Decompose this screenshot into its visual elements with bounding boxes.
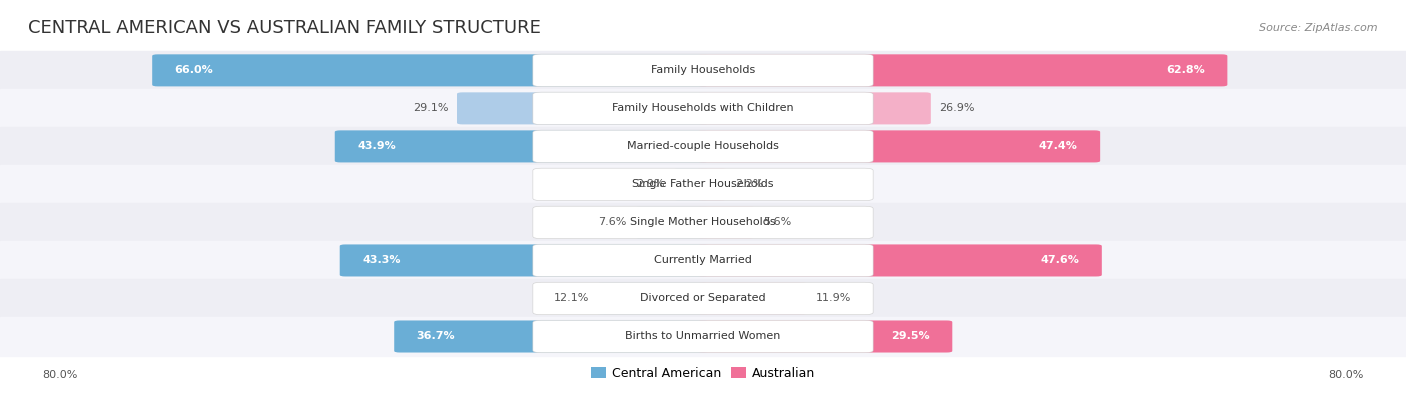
Text: Married-couple Households: Married-couple Households [627,141,779,151]
Text: CENTRAL AMERICAN VS AUSTRALIAN FAMILY STRUCTURE: CENTRAL AMERICAN VS AUSTRALIAN FAMILY ST… [28,19,541,37]
Text: Single Mother Households: Single Mother Households [630,217,776,228]
Text: Family Households: Family Households [651,65,755,75]
FancyBboxPatch shape [533,92,873,124]
FancyBboxPatch shape [697,130,1099,162]
FancyBboxPatch shape [697,245,1102,276]
FancyBboxPatch shape [394,320,709,352]
FancyBboxPatch shape [533,206,873,239]
FancyBboxPatch shape [697,282,807,314]
Text: Divorced or Separated: Divorced or Separated [640,293,766,303]
Text: 2.9%: 2.9% [637,179,665,190]
Bar [0,51,1406,89]
FancyBboxPatch shape [335,130,709,162]
Text: 36.7%: 36.7% [416,331,456,342]
FancyBboxPatch shape [533,130,873,163]
Text: 47.4%: 47.4% [1039,141,1077,151]
FancyBboxPatch shape [697,55,1227,87]
FancyBboxPatch shape [697,207,755,239]
Text: 43.9%: 43.9% [357,141,396,151]
Text: 80.0%: 80.0% [42,370,77,380]
FancyBboxPatch shape [533,244,873,276]
Text: Currently Married: Currently Married [654,256,752,265]
FancyBboxPatch shape [533,168,873,201]
Text: Family Households with Children: Family Households with Children [612,103,794,113]
Text: Single Father Households: Single Father Households [633,179,773,190]
Text: 29.1%: 29.1% [413,103,449,113]
Text: 62.8%: 62.8% [1166,65,1205,75]
FancyBboxPatch shape [533,54,873,87]
Bar [0,203,1406,241]
FancyBboxPatch shape [673,168,709,200]
Bar [0,166,1406,203]
Text: 5.6%: 5.6% [763,217,792,228]
Text: 7.6%: 7.6% [598,217,626,228]
FancyBboxPatch shape [533,320,873,353]
FancyBboxPatch shape [697,168,727,200]
Text: 12.1%: 12.1% [554,293,589,303]
FancyBboxPatch shape [697,92,931,124]
FancyBboxPatch shape [457,92,709,124]
Bar [0,89,1406,127]
FancyBboxPatch shape [152,55,709,87]
Text: 43.3%: 43.3% [363,256,401,265]
FancyBboxPatch shape [598,282,709,314]
Text: 11.9%: 11.9% [815,293,851,303]
Text: 80.0%: 80.0% [1329,370,1364,380]
Text: Source: ZipAtlas.com: Source: ZipAtlas.com [1260,23,1378,33]
Bar [0,318,1406,356]
FancyBboxPatch shape [634,207,709,239]
Bar [0,127,1406,166]
Bar [0,241,1406,280]
Bar [0,280,1406,318]
FancyBboxPatch shape [340,245,709,276]
Text: 66.0%: 66.0% [174,65,214,75]
FancyBboxPatch shape [697,320,952,352]
Text: 26.9%: 26.9% [939,103,974,113]
Text: 29.5%: 29.5% [891,331,929,342]
Text: Births to Unmarried Women: Births to Unmarried Women [626,331,780,342]
Text: 2.2%: 2.2% [735,179,763,190]
FancyBboxPatch shape [533,282,873,315]
Legend: Central American, Australian: Central American, Australian [585,362,821,385]
Text: 47.6%: 47.6% [1040,256,1080,265]
